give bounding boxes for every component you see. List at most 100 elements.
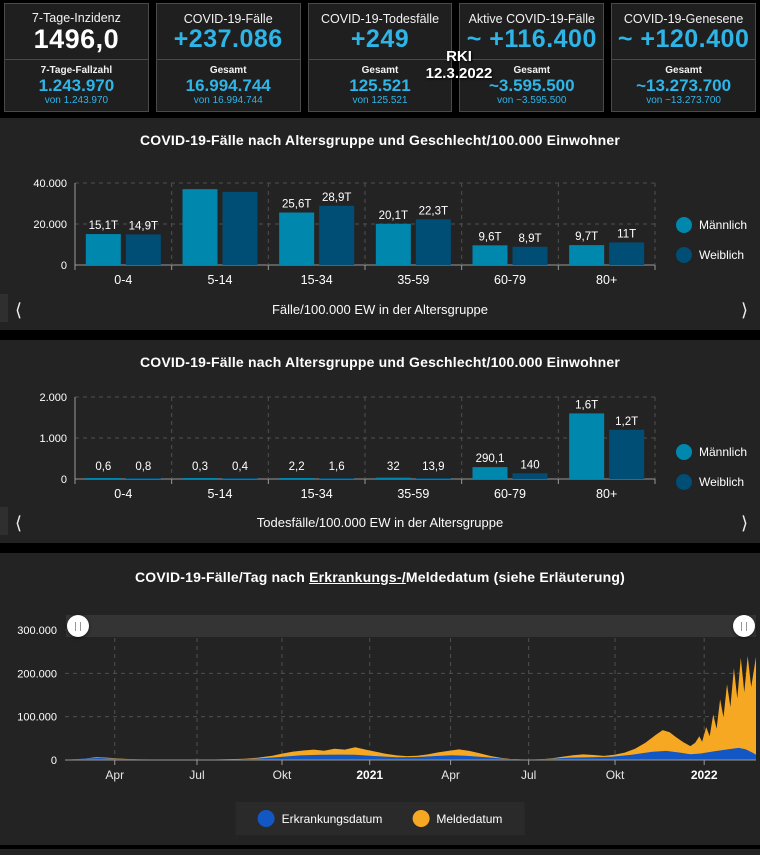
card-sublabel: 7-Tage-Fallzahl	[40, 64, 113, 76]
card-subvalue: 1.243.970	[38, 75, 115, 95]
chart-title-deaths-by-age: COVID-19-Fälle nach Altersgruppe und Ges…	[139, 354, 621, 370]
svg-text:Jul: Jul	[189, 768, 204, 782]
svg-text:Okt: Okt	[606, 768, 625, 782]
carousel-prev-arrow[interactable]: ⟨	[15, 300, 23, 320]
card-subvalue: 16.994.744	[185, 75, 271, 95]
time-range-slider[interactable]	[66, 615, 756, 637]
svg-text:32: 32	[387, 461, 400, 473]
card-sublabel: Gesamt	[513, 64, 551, 76]
card-title: COVID-19-Todesfälle	[320, 11, 440, 26]
svg-text:0,6: 0,6	[95, 461, 111, 473]
legend-label: Weiblich	[698, 248, 745, 262]
x-axis-label: Fälle/100.000 EW in der Altersgruppe	[271, 302, 489, 317]
card-value: ~ +116.400	[466, 24, 597, 53]
svg-text:28,9T: 28,9T	[322, 192, 351, 204]
card-value: ~ +120.400	[617, 24, 750, 53]
card-subvalue: 125.521	[349, 75, 411, 95]
title-erkrankungs-link[interactable]: Erkrankungs-/	[309, 569, 406, 585]
svg-text:5-14: 5-14	[207, 273, 232, 287]
svg-text:0-4: 0-4	[114, 273, 132, 287]
svg-text:80+: 80+	[596, 487, 617, 501]
legend-item-meldedatum: Meldedatum	[412, 810, 502, 827]
svg-text:13,9: 13,9	[422, 461, 444, 473]
bar-chart-cases-by-age[interactable]: 0 20.000 40.000 0-4 15,1T 14,9T 5-14 15-34 25,6T…	[0, 118, 760, 330]
stat-card-covid-faelle: COVID-19-Fälle +237.086 Gesamt 16.994.74…	[155, 3, 301, 112]
card-value: 1496,0	[33, 23, 120, 54]
weiblich-dot-icon	[675, 474, 692, 490]
svg-text:Okt: Okt	[273, 768, 292, 782]
card-value: +237.086	[173, 24, 283, 53]
svg-text:1,2T: 1,2T	[615, 416, 638, 428]
svg-text:0: 0	[61, 474, 67, 486]
card-subnote: von ~13.273.700	[646, 95, 721, 107]
slider-handle-right[interactable]	[733, 615, 755, 637]
legend-item-maennlich: Männlich	[675, 444, 747, 460]
svg-text:2.000: 2.000	[39, 392, 67, 404]
svg-text:60-79: 60-79	[494, 487, 526, 501]
carousel-edge-peek	[0, 507, 8, 535]
chart-legend: Männlich Weiblich	[675, 444, 747, 490]
area-chart-cases-per-day[interactable]: 0 100.000 200.000 300.000 Apr Jul Okt 2021 Apr Ju…	[0, 553, 760, 798]
card-subnote: von 1.243.970	[44, 95, 109, 107]
card-subnote: von 16.994.744	[193, 95, 263, 107]
svg-text:Apr: Apr	[105, 768, 124, 782]
svg-text:15-34: 15-34	[301, 487, 333, 501]
stat-card-aktive-faelle: Aktive COVID-19-Fälle ~ +116.400 Gesamt …	[459, 3, 605, 112]
chart-legend: Erkrankungsdatum Meldedatum	[235, 802, 525, 835]
legend-label: Männlich	[698, 218, 747, 232]
carousel-next-arrow[interactable]: ⟩	[740, 300, 748, 320]
legend-label: Erkrankungsdatum	[281, 811, 383, 826]
svg-text:0-4: 0-4	[114, 487, 132, 501]
panel-cases-by-age: COVID-19-Fälle nach Altersgruppe und Ges…	[0, 118, 760, 330]
rki-label: RKI	[446, 48, 472, 65]
svg-text:15,1T: 15,1T	[89, 220, 118, 232]
slider-grip-icon	[75, 621, 81, 631]
svg-text:100.000: 100.000	[17, 712, 57, 724]
erkrankungsdatum-dot-icon	[257, 810, 275, 827]
carousel-next-arrow[interactable]: ⟩	[740, 513, 748, 533]
card-sublabel: Gesamt	[361, 64, 399, 76]
svg-text:2022: 2022	[691, 768, 718, 782]
svg-text:0,4: 0,4	[232, 461, 249, 473]
svg-text:22,3T: 22,3T	[419, 205, 448, 217]
svg-text:20,1T: 20,1T	[379, 210, 408, 222]
svg-text:40.000: 40.000	[33, 178, 67, 190]
card-subnote: von 125.521	[352, 95, 408, 107]
bar-chart-deaths-by-age[interactable]: 0 1.000 2.000 0-4 0,6 0,8 5-14 0,3 0,4 15-34 2,2 1,…	[0, 340, 760, 543]
svg-text:1,6T: 1,6T	[575, 399, 598, 411]
svg-text:0: 0	[51, 755, 57, 767]
stat-card-genesene: COVID-19-Genesene ~ +120.400 Gesamt ~13.…	[611, 3, 756, 112]
card-title: COVID-19-Fälle	[183, 11, 273, 26]
svg-text:0: 0	[61, 260, 67, 272]
legend-label: Meldedatum	[436, 811, 503, 826]
svg-text:1.000: 1.000	[39, 433, 67, 445]
svg-text:80+: 80+	[596, 273, 617, 287]
card-title: COVID-19-Genesene	[623, 11, 744, 26]
card-title: 7-Tage-Inzidenz	[31, 10, 121, 25]
svg-text:Jul: Jul	[521, 768, 536, 782]
svg-text:25,6T: 25,6T	[282, 199, 311, 211]
svg-text:5-14: 5-14	[207, 487, 232, 501]
svg-text:20.000: 20.000	[33, 219, 67, 231]
card-title: Aktive COVID-19-Fälle	[468, 11, 595, 26]
chart-legend: Männlich Weiblich	[675, 217, 747, 263]
svg-text:9,7T: 9,7T	[575, 231, 598, 243]
svg-text:1,6: 1,6	[329, 461, 345, 473]
legend-label: Weiblich	[698, 475, 745, 489]
card-subvalue: ~13.273.700	[636, 75, 732, 95]
maennlich-dot-icon	[675, 444, 692, 460]
svg-text:9,6T: 9,6T	[478, 231, 501, 243]
meldedatum-dot-icon	[412, 810, 430, 827]
svg-text:0,8: 0,8	[135, 461, 151, 473]
slider-grip-icon	[741, 621, 747, 631]
carousel-prev-arrow[interactable]: ⟨	[15, 513, 23, 533]
card-sublabel: Gesamt	[209, 64, 247, 76]
svg-text:14,9T: 14,9T	[129, 220, 158, 232]
svg-text:8,9T: 8,9T	[518, 233, 541, 245]
svg-text:0,3: 0,3	[192, 461, 208, 473]
chart-title-cases-by-age: COVID-19-Fälle nach Altersgruppe und Ges…	[139, 132, 621, 148]
slider-handle-left[interactable]	[67, 615, 89, 637]
stat-card-todesfaelle: COVID-19-Todesfälle +249 Gesamt 125.521 …	[307, 3, 453, 112]
card-subvalue: ~3.595.500	[489, 75, 575, 95]
card-sublabel: Gesamt	[665, 64, 702, 76]
